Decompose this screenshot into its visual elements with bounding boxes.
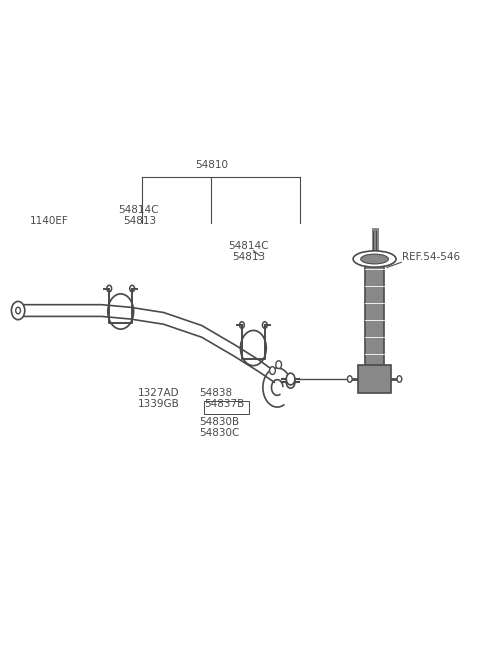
Text: 54813: 54813 (123, 216, 156, 227)
Bar (365, 259, 384, 367)
Ellipse shape (361, 254, 388, 264)
Text: 54838: 54838 (199, 388, 233, 398)
Circle shape (286, 373, 295, 385)
Text: 54837B: 54837B (204, 399, 245, 409)
Ellipse shape (353, 251, 396, 267)
Bar (204, 402, 249, 414)
Circle shape (397, 376, 402, 383)
Text: 1327AD: 1327AD (137, 388, 179, 398)
Text: 1339GB: 1339GB (137, 399, 179, 409)
Text: 54814C: 54814C (118, 205, 159, 215)
Text: 54814C: 54814C (228, 240, 269, 251)
Bar (359, 365, 391, 393)
Text: 54830B: 54830B (199, 417, 240, 426)
Text: 1140EF: 1140EF (30, 216, 69, 227)
Text: REF.54-546: REF.54-546 (402, 252, 460, 262)
Text: 54810: 54810 (195, 160, 228, 170)
Circle shape (348, 376, 352, 383)
Circle shape (286, 377, 295, 388)
Circle shape (16, 307, 21, 314)
Text: 54813: 54813 (232, 252, 265, 262)
Text: 54830C: 54830C (199, 428, 240, 438)
Circle shape (276, 361, 281, 369)
Circle shape (12, 301, 25, 320)
Circle shape (270, 367, 276, 375)
